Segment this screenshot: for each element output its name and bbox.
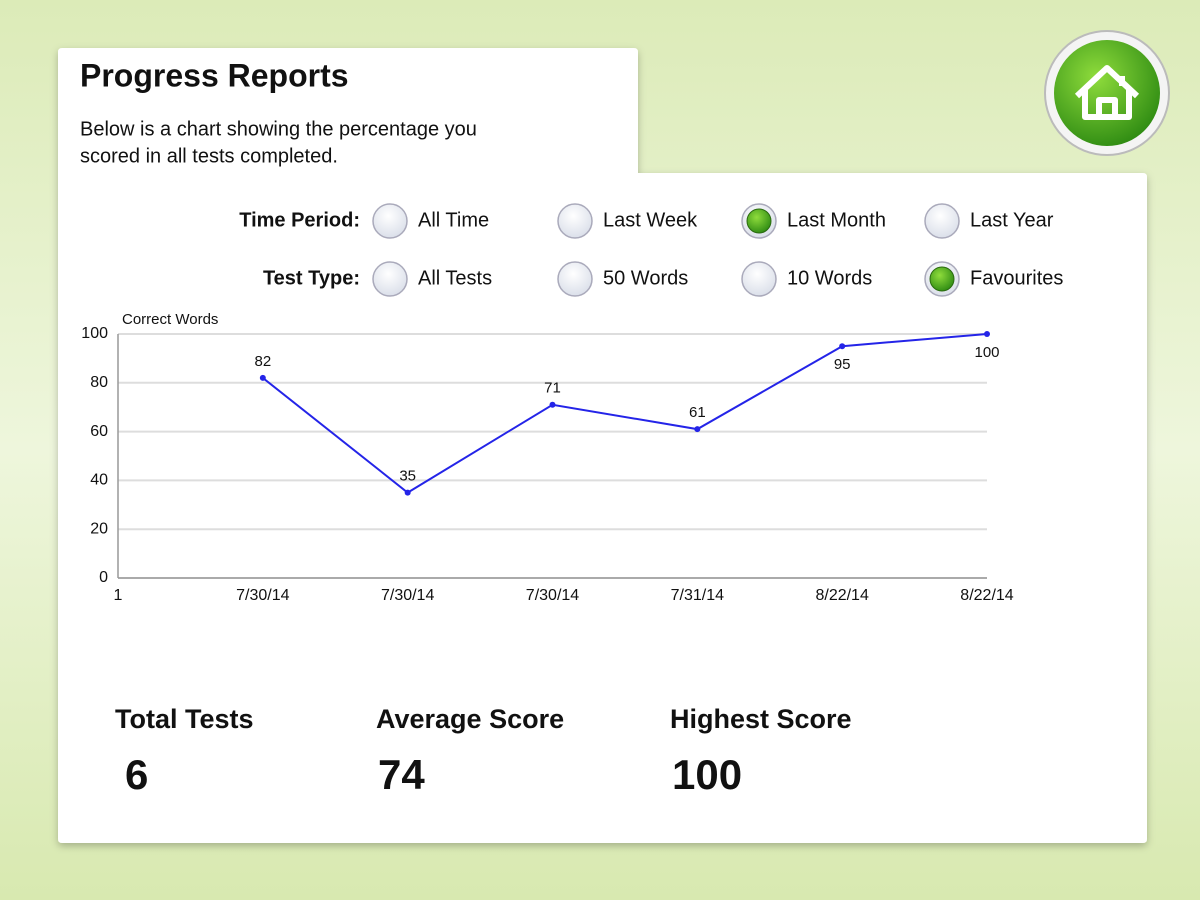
x-tick-label: 7/30/14	[236, 587, 289, 604]
panel	[58, 48, 1147, 843]
description: Below is a chart showing the percentage …	[80, 118, 477, 140]
data-point	[549, 401, 556, 408]
radio-button[interactable]	[741, 261, 777, 297]
x-tick-label: 8/22/14	[815, 587, 868, 604]
stat-value: 74	[378, 751, 425, 798]
radio-selected[interactable]	[746, 208, 772, 234]
stat-value: 6	[125, 751, 148, 798]
data-label: 71	[544, 380, 561, 397]
data-point	[404, 489, 411, 496]
x-tick-label: 1	[114, 587, 123, 604]
filter-label: Test Type:	[263, 267, 360, 289]
data-line	[262, 333, 988, 494]
radio-button[interactable]	[924, 203, 960, 239]
filter-label: Time Period:	[239, 209, 360, 231]
radio-label[interactable]: Last Week	[603, 209, 698, 231]
radio-button[interactable]	[557, 203, 593, 239]
stat-value: 100	[672, 751, 742, 798]
radio-selected[interactable]	[929, 266, 955, 292]
y-tick-label: 40	[90, 472, 108, 489]
radio-button[interactable]	[372, 203, 408, 239]
data-point	[694, 426, 701, 433]
data-label: 95	[834, 356, 851, 373]
description: scored in all tests completed.	[80, 145, 338, 167]
y-tick-label: 20	[90, 520, 108, 537]
home-button[interactable]	[1044, 30, 1170, 156]
data-label: 82	[254, 353, 271, 370]
y-tick-label: 100	[81, 325, 108, 342]
stat-label: Highest Score	[670, 704, 852, 734]
y-tick-label: 0	[99, 569, 108, 586]
stat-label: Average Score	[376, 704, 564, 734]
stat-label: Total Tests	[115, 704, 254, 734]
x-tick-label: 8/22/14	[960, 587, 1013, 604]
radio-label[interactable]: 50 Words	[603, 267, 688, 289]
x-tick-label: 7/30/14	[381, 587, 434, 604]
data-label: 100	[974, 344, 999, 361]
y-tick-label: 80	[90, 374, 108, 391]
radio-label[interactable]: All Tests	[418, 267, 492, 289]
data-point	[839, 343, 846, 350]
radio-label[interactable]: Last Year	[970, 209, 1054, 231]
radio-button[interactable]	[557, 261, 593, 297]
radio-label[interactable]: All Time	[418, 209, 489, 231]
radio-label[interactable]: Favourites	[970, 267, 1063, 289]
title: Progress Reports	[80, 57, 349, 93]
y-tick-label: 60	[90, 423, 108, 440]
y-axis-title: Correct Words	[122, 311, 218, 328]
data-point	[984, 331, 990, 337]
x-tick-label: 7/31/14	[671, 587, 724, 604]
data-label: 35	[399, 468, 416, 485]
radio-button[interactable]	[372, 261, 408, 297]
data-label: 61	[689, 404, 706, 421]
data-point	[259, 374, 266, 381]
radio-label[interactable]: 10 Words	[787, 267, 872, 289]
x-tick-label: 7/30/14	[526, 587, 579, 604]
radio-label[interactable]: Last Month	[787, 209, 886, 231]
